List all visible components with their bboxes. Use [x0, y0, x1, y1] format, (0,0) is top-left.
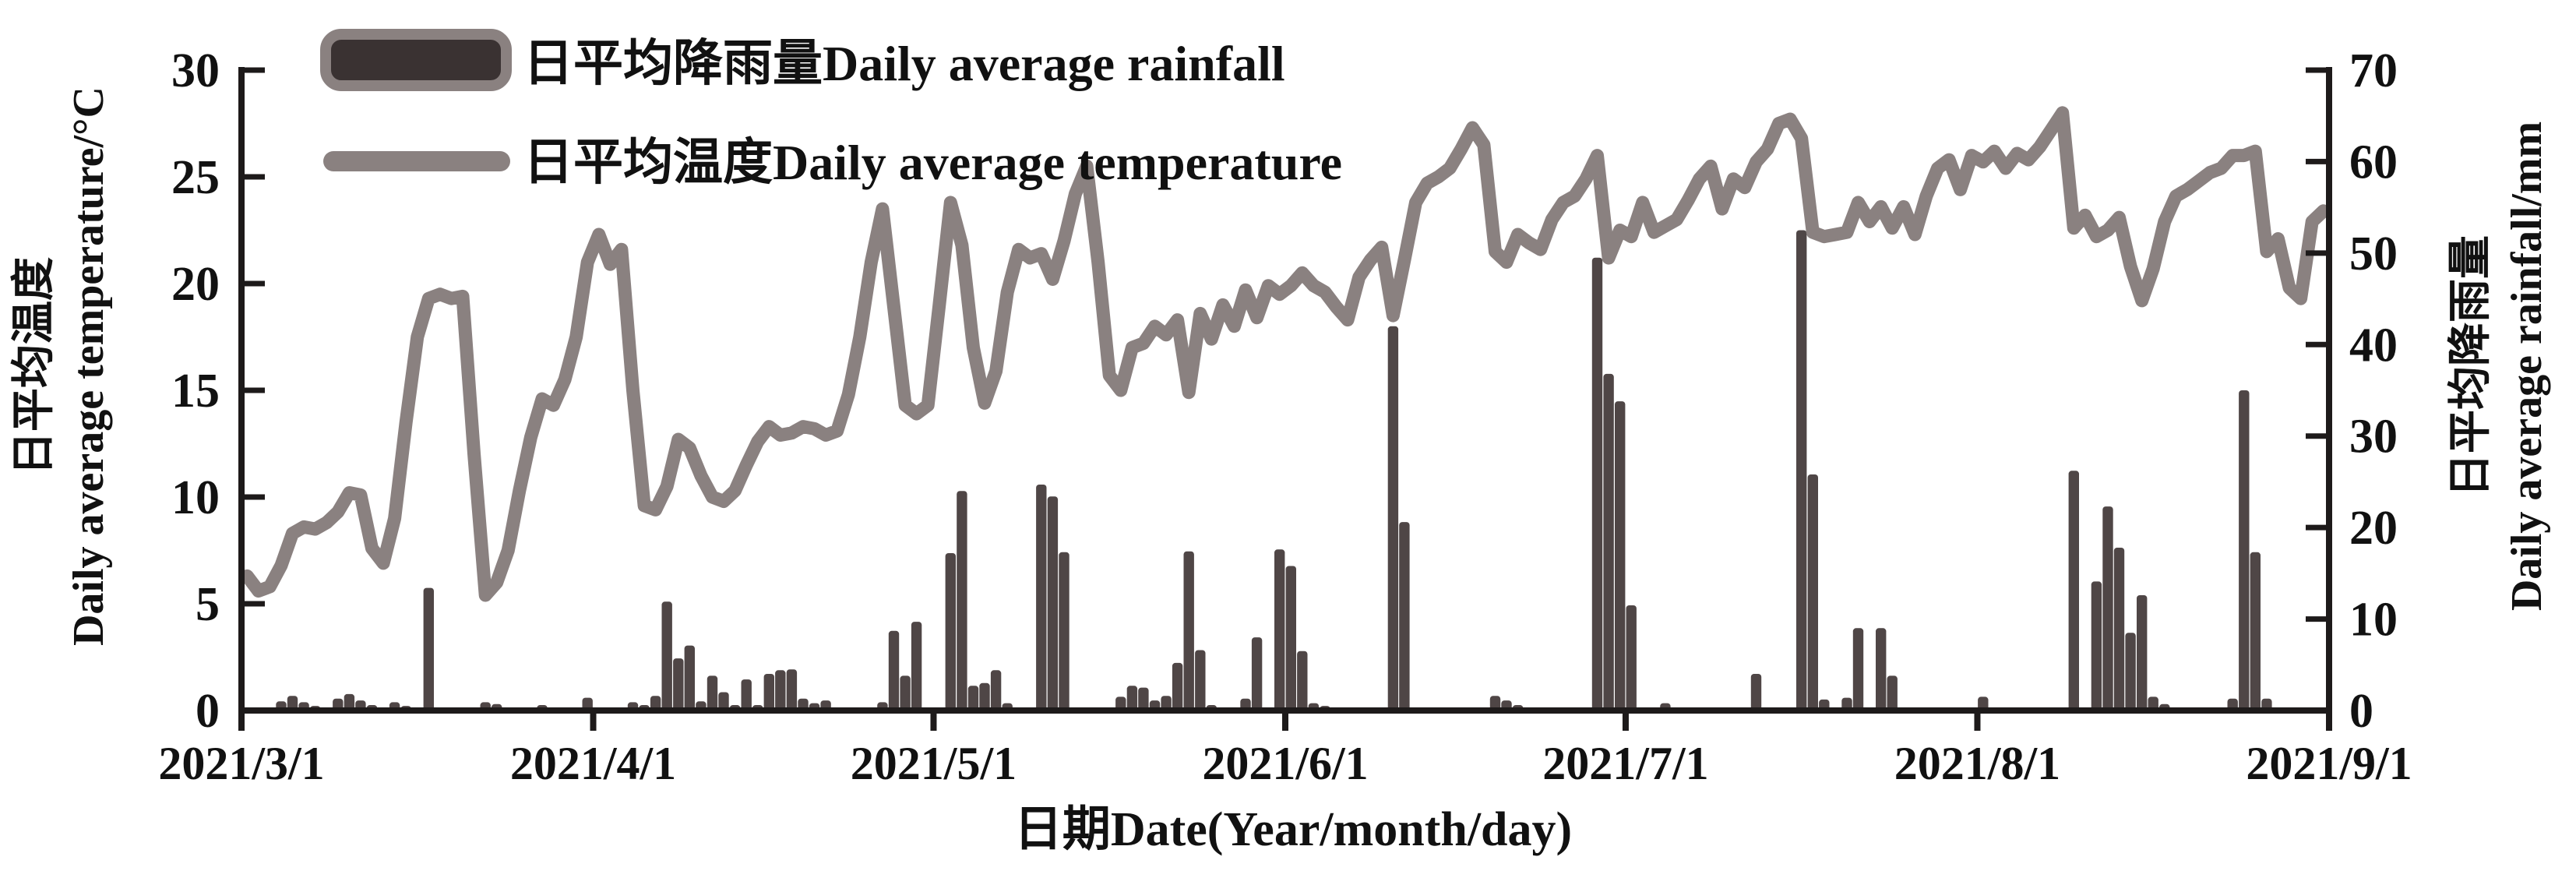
- legend-bar-swatch: [320, 29, 512, 91]
- rainfall-bar: [1059, 552, 1070, 712]
- left-axis-tick-label: 10: [171, 471, 220, 524]
- rainfall-bar: [2091, 581, 2102, 712]
- rainfall-bar: [1399, 522, 1410, 712]
- rainfall-bar: [2113, 548, 2125, 712]
- right-axis-tick-label: 20: [2349, 502, 2398, 555]
- rainfall-bar: [673, 658, 684, 712]
- rainfall-bar: [423, 587, 434, 712]
- x-axis-tick-label: 2021/5/1: [851, 738, 1017, 789]
- left-axis-title-en: Daily average temperature/°C: [65, 86, 113, 646]
- left-axis-tick-label: 15: [171, 365, 220, 418]
- x-axis-tick-label: 2021/6/1: [1202, 738, 1368, 789]
- rainfall-bar: [786, 669, 798, 712]
- rainfall-bar: [1274, 549, 1285, 712]
- rainfall-bar: [2239, 390, 2250, 712]
- left-axis-tick-label: 20: [171, 258, 220, 311]
- rainfall-bar: [1603, 373, 1614, 712]
- rainfall-bar: [911, 622, 922, 712]
- right-axis-tick-label: 60: [2349, 136, 2398, 189]
- temperature-line-series: [240, 106, 2331, 602]
- rainfall-bar: [1251, 637, 1263, 712]
- rainfall-bar: [1887, 675, 1898, 712]
- rainfall-bar: [1876, 628, 1887, 712]
- rainfall-bar: [707, 675, 718, 712]
- legend-rainfall-label: 日平均降雨量Daily average rainfall: [523, 36, 1285, 91]
- rainfall-bar: [1387, 326, 1399, 712]
- rainfall-bar: [1285, 566, 1296, 712]
- rainfall-bar: [1796, 230, 1807, 712]
- rainfall-bar: [1126, 686, 1138, 712]
- rainfall-bar: [741, 679, 752, 712]
- right-axis-tick-label: 30: [2349, 411, 2398, 464]
- rainfall-bar: [957, 491, 967, 712]
- right-axis-tick-label: 40: [2349, 319, 2398, 372]
- rainfall-bar: [979, 682, 990, 712]
- rainfall-bar: [1807, 474, 1818, 712]
- x-axis-tick-label: 2021/3/1: [158, 738, 324, 789]
- rainfall-bar: [888, 630, 900, 712]
- rainfall-bar: [1615, 401, 1626, 712]
- legend-temperature-label: 日平均温度Daily average temperature: [523, 135, 1342, 190]
- x-axis-tick-label: 2021/8/1: [1894, 738, 2060, 789]
- rainfall-bar: [2102, 506, 2113, 712]
- rainfall-bar: [1591, 257, 1603, 712]
- rainfall-bar: [990, 670, 1002, 712]
- left-axis-tick-label: 30: [171, 44, 220, 97]
- right-axis-tick-label: 50: [2349, 227, 2398, 280]
- rainfall-bar: [1047, 496, 1059, 712]
- right-axis-title-en: Daily average rainfall/mm: [2503, 122, 2551, 611]
- rainfall-bar: [2125, 633, 2136, 712]
- rainfall-bar: [763, 674, 774, 712]
- rainfall-bar: [1852, 628, 1864, 712]
- temperature-line: [240, 106, 2331, 602]
- rainfall-bar: [718, 692, 729, 712]
- rainfall-bar: [1626, 605, 1637, 712]
- right-axis-tick-label: 10: [2349, 594, 2398, 647]
- right-axis-tick-label: 70: [2349, 44, 2398, 97]
- rainfall-bar: [661, 601, 672, 712]
- x-axis-tick-label: 2021/7/1: [1542, 738, 1708, 789]
- left-axis-title-zh: 日平均温度: [10, 257, 58, 475]
- right-axis-tick-label: 0: [2349, 685, 2373, 738]
- left-axis-tick-label: 25: [171, 151, 220, 204]
- rainfall-bar: [1036, 485, 1047, 712]
- rainfall-bar: [1138, 687, 1149, 712]
- rainfall-bar: [775, 670, 786, 712]
- rainfall-bar: [1297, 651, 1308, 712]
- left-axis-tick-label: 5: [196, 578, 220, 631]
- x-axis-title: 日期Date(Year/month/day): [1014, 803, 1572, 856]
- rainfall-bar: [684, 645, 695, 712]
- rainfall-bar-series: [276, 230, 2272, 712]
- rainfall-bar: [945, 553, 956, 712]
- axis-tick-labels: 0 5 10 15 20 25 30 0 10 20 30 40 50 60 70 2021/3/1 2021/…: [158, 44, 2412, 789]
- chart-legend: 日平均降雨量Daily average rainfall 日平均温度Daily …: [320, 29, 1342, 190]
- left-axis-tick-label: 0: [196, 685, 220, 738]
- rainfall-bar: [900, 675, 911, 712]
- rainfall-bar: [1172, 662, 1183, 712]
- axes: [238, 67, 2332, 731]
- rainfall-bar: [2137, 595, 2148, 712]
- right-axis-title-zh: 日平均降雨量: [2447, 235, 2495, 497]
- x-axis-tick-label: 2021/4/1: [510, 738, 676, 789]
- rainfall-bar: [2068, 471, 2079, 712]
- rainfall-bar: [2250, 552, 2261, 712]
- rainfall-bar: [1183, 551, 1194, 712]
- rainfall-bar: [1750, 674, 1762, 712]
- rainfall-bar: [967, 686, 979, 712]
- rainfall-bar: [1195, 650, 1206, 712]
- x-axis-tick-label: 2021/9/1: [2246, 738, 2412, 789]
